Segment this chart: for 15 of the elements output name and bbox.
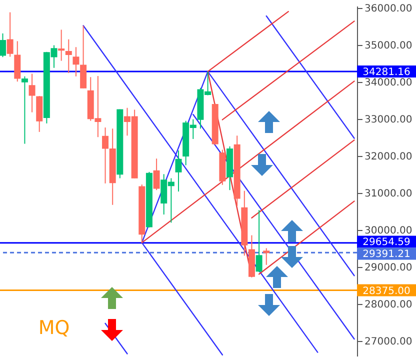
y-tick-label: 33000.00: [364, 114, 412, 126]
ref-line-label: 29654.59: [362, 237, 410, 248]
y-tick-label: 29000.00: [364, 262, 412, 274]
y-tick-label: 36000.00: [364, 3, 412, 14]
y-tick-label: 35000.00: [364, 40, 412, 52]
y-tick-label: 30000.00: [364, 226, 412, 237]
ref-line-label: 34281.16: [362, 67, 410, 78]
annotation: MQ: [38, 317, 70, 339]
y-tick-label: 27000.00: [364, 336, 412, 348]
y-tick-label: 31000.00: [364, 188, 412, 200]
y-tick-label: 32000.00: [364, 152, 412, 162]
y-tick-label: 28000.00: [364, 300, 412, 311]
y-tick-label: 34000.00: [364, 77, 412, 88]
ref-line-label: 28375.00: [362, 286, 410, 297]
ref-line-label: 29391.21: [362, 249, 410, 260]
